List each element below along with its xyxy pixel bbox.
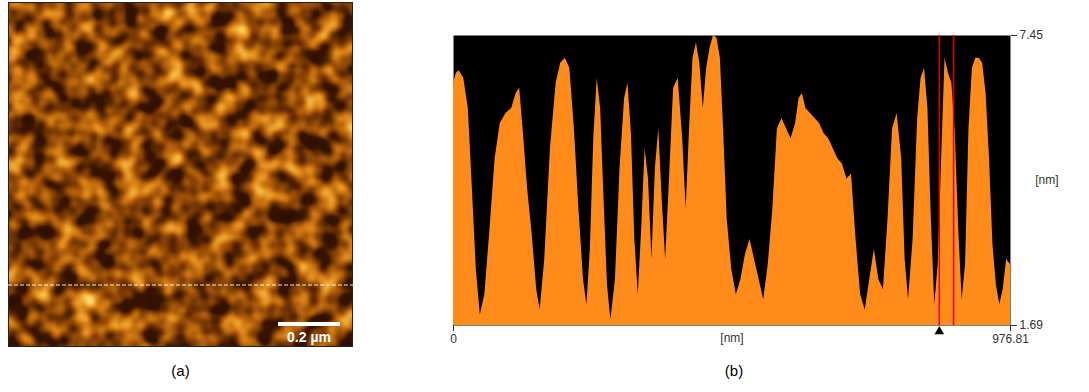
svg-text:[nm]: [nm] [720,331,743,345]
svg-text:976.81: 976.81 [992,332,1029,346]
html-text:(a): (a) [171,362,190,379]
html-text:(b): (b) [724,362,744,379]
svg-text:0.2 µm: 0.2 µm [287,329,331,345]
svg-text:1.69: 1.69 [1020,318,1044,332]
svg-text:[nm]: [nm] [1035,173,1058,187]
svg-text:7.45: 7.45 [1020,28,1044,42]
svg-text:0: 0 [450,332,457,346]
